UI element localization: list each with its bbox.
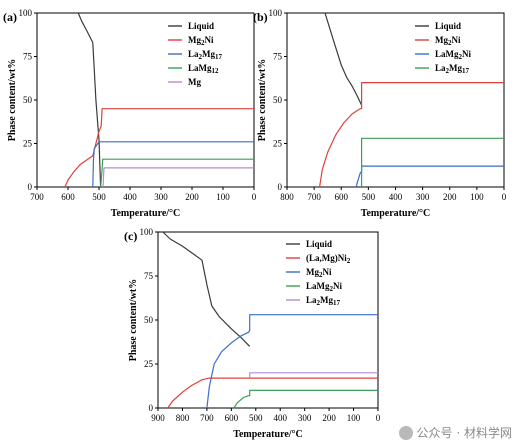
x-tick-label: 300 — [416, 192, 430, 202]
legend-entry: LaMg2Ni — [306, 281, 342, 293]
series-line-3 — [355, 165, 504, 188]
y-axis-label: Phase content/wt% — [128, 279, 139, 362]
x-tick-label: 300 — [154, 192, 168, 202]
x-tick-label: 600 — [61, 192, 75, 202]
series-line-4 — [361, 137, 504, 187]
x-tick-label: 700 — [307, 192, 321, 202]
chart-panel-1: 700 600 500 400 300 200 100 0 0 25 50 75 100 Temperat… — [3, 8, 257, 219]
x-axis-label: Temperature/°C — [111, 208, 181, 219]
legend-entry: La2Mg17 — [188, 49, 223, 61]
series-line-2 — [319, 82, 504, 188]
x-tick-label: 0 — [376, 413, 381, 423]
plot-frame — [36, 12, 255, 188]
y-axis-label: Phase content/wt% — [257, 59, 268, 142]
x-tick-label: 500 — [249, 413, 263, 423]
x-tick-label: 800 — [280, 192, 294, 202]
watermark-text: 公众号 · 材料学网 — [416, 426, 512, 440]
x-tick-label: 400 — [273, 413, 287, 423]
series-line-1 — [77, 12, 102, 188]
panel-label: (a) — [3, 10, 17, 24]
x-tick-label: 600 — [225, 413, 239, 423]
x-tick-label: 400 — [389, 192, 403, 202]
y-tick-label: 0 — [278, 182, 283, 192]
legend-entry: LaMg12 — [188, 63, 219, 75]
x-tick-label: 200 — [443, 192, 457, 202]
x-tick-label: 400 — [123, 192, 137, 202]
y-tick-label: 25 — [273, 139, 283, 149]
watermark: 公众号 · 材料学网 — [398, 424, 512, 441]
x-axis-label: Temperature/°C — [233, 429, 303, 440]
panel-label: (c) — [124, 229, 137, 243]
y-tick-label: 0 — [28, 182, 33, 192]
chart-panel-2: 800 700 600 500 400 300 200 100 0 0 25 50 75 100 Tempe… — [253, 8, 507, 219]
plot-frame — [286, 12, 505, 188]
legend-entry: Liquid — [188, 21, 214, 31]
legend-entry: Mg — [188, 77, 201, 87]
series-line-3 — [206, 314, 378, 409]
legend-entry: (La,Mg)Ni2 — [306, 253, 351, 265]
y-tick-label: 50 — [273, 95, 283, 105]
x-tick-label: 700 — [30, 192, 44, 202]
series-line-5 — [102, 167, 254, 188]
legend-entry: LaMg2Ni — [435, 49, 471, 61]
y-tick-label: 100 — [269, 8, 283, 18]
series-line-4 — [233, 389, 378, 409]
y-tick-label: 50 — [23, 95, 33, 105]
x-tick-label: 500 — [92, 192, 106, 202]
x-tick-label: 800 — [176, 413, 190, 423]
legend-entry: Liquid — [435, 21, 461, 31]
x-tick-label: 100 — [216, 192, 230, 202]
x-tick-label: 300 — [298, 413, 312, 423]
x-tick-label: 600 — [335, 192, 349, 202]
legend-entry: La2Mg17 — [306, 295, 341, 307]
y-tick-label: 25 — [23, 139, 33, 149]
chart-panel-3: 900 800 700 600 500 400 300 200 100 0 0 25 50 75 100 Te… — [124, 227, 381, 440]
y-tick-label: 100 — [19, 8, 33, 18]
y-axis-label: Phase content/wt% — [7, 59, 18, 142]
series-line-3 — [92, 141, 254, 188]
series-line-5 — [249, 372, 378, 379]
legend-entry: Mg2Ni — [435, 35, 461, 47]
legend-entry: La2Mg17 — [435, 63, 470, 75]
legend-entry: Mg2Ni — [306, 267, 332, 279]
x-tick-label: 100 — [347, 413, 361, 423]
y-tick-label: 75 — [273, 52, 283, 62]
y-tick-label: 75 — [23, 52, 33, 62]
x-axis-label: Temperature/°C — [361, 208, 431, 219]
x-tick-label: 500 — [362, 192, 376, 202]
series-line-4 — [100, 158, 254, 188]
y-tick-label: 0 — [149, 403, 154, 413]
x-tick-label: 700 — [200, 413, 214, 423]
y-tick-label: 100 — [140, 227, 154, 237]
x-tick-label: 200 — [185, 192, 199, 202]
series-line-1 — [324, 12, 363, 106]
x-tick-label: 0 — [252, 192, 257, 202]
y-tick-label: 50 — [144, 315, 154, 325]
series-line-2 — [167, 377, 378, 409]
panel-label: (b) — [253, 10, 268, 24]
y-tick-label: 75 — [144, 271, 154, 281]
wechat-icon — [398, 425, 413, 440]
x-tick-label: 100 — [470, 192, 484, 202]
x-tick-label: 0 — [502, 192, 507, 202]
legend-entry: Liquid — [306, 239, 332, 249]
series-line-1 — [162, 231, 251, 347]
legend-entry: Mg2Ni — [188, 35, 214, 47]
x-tick-label: 200 — [322, 413, 336, 423]
x-tick-label: 900 — [151, 413, 165, 423]
y-tick-label: 25 — [144, 359, 154, 369]
